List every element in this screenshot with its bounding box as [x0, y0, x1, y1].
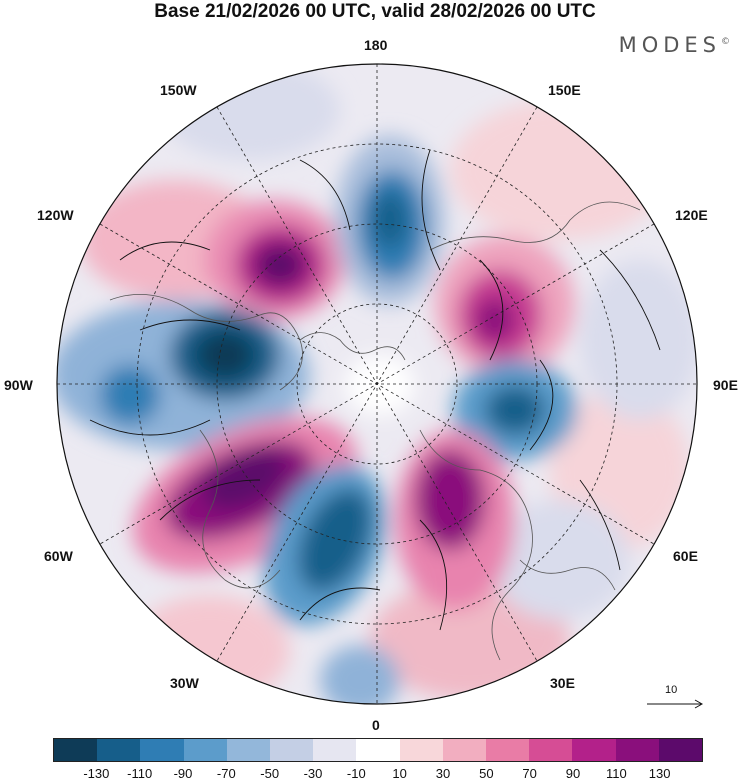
colorbar-swatch [442, 739, 487, 761]
lon-label-60e: 60E [673, 548, 698, 564]
map-title: Base 21/02/2026 00 UTC, valid 28/02/2026… [154, 1, 596, 22]
brand-name: MODES [618, 33, 721, 57]
colorbar-swatch [399, 739, 443, 761]
colorbar-tick-label: -50 [260, 766, 280, 781]
lon-label-60w: 60W [44, 548, 73, 564]
lon-label-150e: 150E [548, 82, 581, 98]
colorbar-tick-label: -70 [216, 766, 236, 781]
lon-label-150w: 150W [160, 82, 197, 98]
colorbar-tick-label: 10 [392, 766, 407, 781]
colorbar-swatch [658, 739, 703, 761]
colorbar-swatch [572, 739, 616, 761]
colorbar [53, 738, 703, 762]
colorbar-ticks: -130 -110 -90 -70 -50 -30 -10 10 30 50 70 90 110 130 [53, 766, 703, 784]
colorbar-swatch [140, 739, 184, 761]
anomaly-field [57, 64, 697, 704]
colorbar-swatch [226, 739, 271, 761]
colorbar-tick-label: 70 [522, 766, 537, 781]
brand-logo: MODES© [619, 33, 730, 57]
lon-label-180: 180 [364, 37, 388, 53]
colorbar-swatch [270, 739, 314, 761]
colorbar-tick-label: 130 [648, 766, 671, 781]
colorbar-tick-label: -110 [127, 766, 153, 781]
colorbar-swatch [486, 739, 530, 761]
colorbar-tick-label: -90 [173, 766, 193, 781]
colorbar-tick-label: 50 [479, 766, 494, 781]
colorbar-swatch [615, 739, 659, 761]
colorbar-swatch [54, 739, 98, 761]
colorbar-swatch [356, 739, 400, 761]
map-boundary [56, 63, 698, 705]
colorbar-tick-label: 90 [565, 766, 581, 781]
wind-vectors [89, 149, 661, 631]
colorbar-tick-label: -130 [83, 766, 110, 781]
colorbar-swatch [529, 739, 573, 761]
colorbar-swatch [183, 739, 227, 761]
graticule [57, 64, 697, 704]
coastlines [109, 201, 641, 661]
lon-label-0: 0 [372, 717, 380, 733]
colorbar-swatch [97, 739, 141, 761]
lon-label-120e: 120E [675, 207, 708, 223]
colorbar-swatch [313, 739, 357, 761]
reference-vector-arrow-icon [647, 699, 704, 709]
colorbar-tick-label: -30 [303, 766, 323, 781]
colorbar-tick-label: 110 [605, 766, 627, 781]
reference-vector-label: 10 [665, 684, 678, 696]
colorbar-tick-label: -10 [346, 766, 366, 781]
lon-label-90e: 90E [713, 377, 738, 393]
colorbar-tick-label: 30 [435, 766, 451, 781]
lon-label-30w: 30W [170, 675, 199, 691]
lon-label-90w: 90W [4, 377, 33, 393]
lon-label-120w: 120W [37, 207, 74, 223]
copyright-mark: © [721, 37, 730, 47]
lon-label-30e: 30E [550, 675, 575, 691]
